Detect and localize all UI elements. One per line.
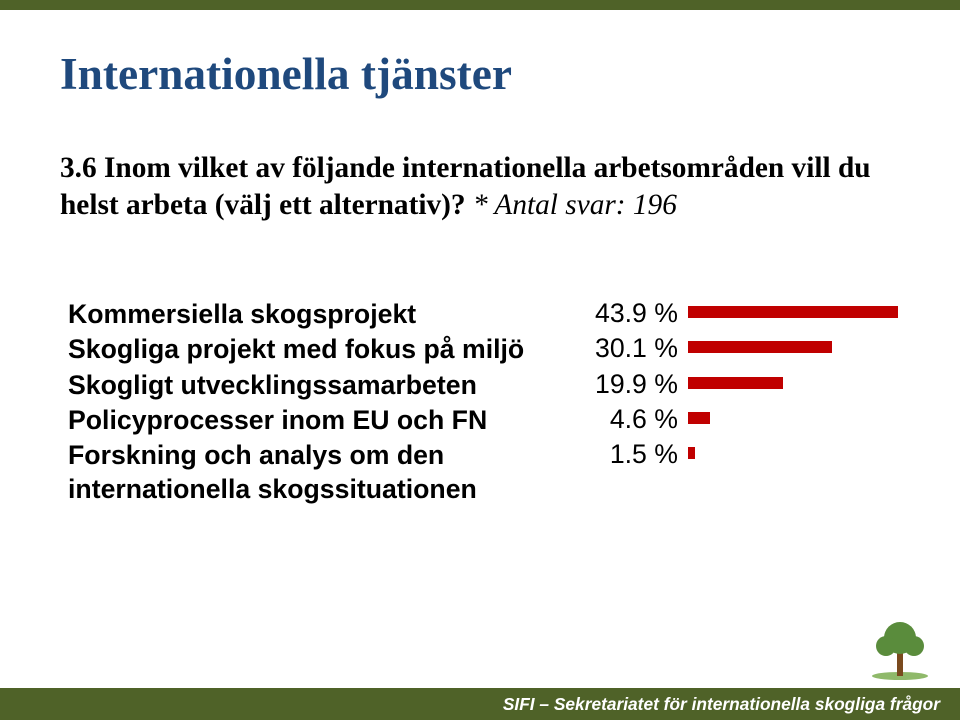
row-bar xyxy=(688,341,832,353)
chart-row: Skogligt utvecklingssamarbeten 19.9 % xyxy=(68,369,920,402)
row-value: 4.6 % xyxy=(583,404,688,435)
row-bar-wrap xyxy=(688,447,898,459)
top-accent-bar xyxy=(0,0,960,10)
row-value: 1.5 % xyxy=(583,439,688,470)
row-label: Skogliga projekt med fokus på miljö xyxy=(68,333,583,366)
question-text: 3.6 Inom vilket av följande internatione… xyxy=(60,150,900,223)
row-bar-wrap xyxy=(688,412,898,424)
page-title: Internationella tjänster xyxy=(60,48,512,100)
row-bar xyxy=(688,447,695,459)
tree-logo xyxy=(868,620,932,680)
row-bar xyxy=(688,306,898,318)
row-value: 43.9 % xyxy=(583,298,688,329)
row-bar xyxy=(688,377,783,389)
footer-text: SIFI – Sekretariatet för internationella… xyxy=(503,694,940,715)
logo-canopy-right xyxy=(904,636,924,656)
chart-row: Kommersiella skogsprojekt 43.9 % xyxy=(68,298,920,331)
row-bar-wrap xyxy=(688,377,898,389)
row-label: Forskning och analys om den internatione… xyxy=(68,439,583,506)
question-count: * Antal svar: 196 xyxy=(473,189,677,221)
row-label: Skogligt utvecklingssamarbeten xyxy=(68,369,583,402)
row-bar-wrap xyxy=(688,341,898,353)
row-value: 30.1 % xyxy=(583,333,688,364)
question-prefix: 3.6 Inom vilket av följande internatione… xyxy=(60,152,871,221)
slide: Internationella tjänster 3.6 Inom vilket… xyxy=(0,0,960,720)
row-label: Policyprocesser inom EU och FN xyxy=(68,404,583,437)
row-value: 19.9 % xyxy=(583,369,688,400)
row-bar xyxy=(688,412,710,424)
row-bar-wrap xyxy=(688,306,898,318)
chart-row: Forskning och analys om den internatione… xyxy=(68,439,920,506)
bar-chart: Kommersiella skogsprojekt 43.9 % Skoglig… xyxy=(68,298,920,508)
footer-bar: SIFI – Sekretariatet för internationella… xyxy=(0,688,960,720)
chart-row: Skogliga projekt med fokus på miljö 30.1… xyxy=(68,333,920,366)
row-label: Kommersiella skogsprojekt xyxy=(68,298,583,331)
chart-row: Policyprocesser inom EU och FN 4.6 % xyxy=(68,404,920,437)
logo-canopy-left xyxy=(876,636,896,656)
